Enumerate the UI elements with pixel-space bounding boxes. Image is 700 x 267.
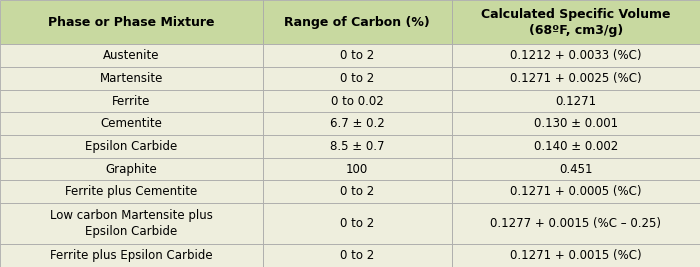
Bar (0, 67, 262, 90)
Text: 0.1271 + 0.0005 (%C): 0.1271 + 0.0005 (%C) (510, 185, 641, 198)
Text: 0.1277 + 0.0015 (%C – 0.25): 0.1277 + 0.0015 (%C – 0.25) (490, 217, 662, 230)
Text: 0 to 2: 0 to 2 (340, 185, 374, 198)
Bar (0, 158, 262, 180)
Text: Epsilon Carbide: Epsilon Carbide (85, 140, 177, 153)
Bar (262, 44, 452, 67)
Text: 0 to 0.02: 0 to 0.02 (330, 95, 384, 108)
Text: 0 to 2: 0 to 2 (340, 217, 374, 230)
Text: 0.1271 + 0.0015 (%C): 0.1271 + 0.0015 (%C) (510, 249, 642, 262)
Text: 0 to 2: 0 to 2 (340, 72, 374, 85)
Bar (452, 158, 700, 180)
Bar (262, 135, 452, 158)
Text: 0.1271 + 0.0025 (%C): 0.1271 + 0.0025 (%C) (510, 72, 642, 85)
Text: 0.130 ± 0.001: 0.130 ± 0.001 (533, 117, 618, 130)
Text: Ferrite: Ferrite (112, 95, 150, 108)
Bar (452, 112, 700, 135)
Text: Ferrite plus Cementite: Ferrite plus Cementite (65, 185, 197, 198)
Bar (0, 90, 262, 112)
Text: Graphite: Graphite (106, 163, 157, 176)
Bar (452, 67, 700, 90)
Text: Cementite: Cementite (100, 117, 162, 130)
Text: Calculated Specific Volume
(68ºF, cm3/g): Calculated Specific Volume (68ºF, cm3/g) (481, 8, 671, 37)
Text: 0 to 2: 0 to 2 (340, 49, 374, 62)
Bar (452, 90, 700, 112)
Bar (262, 244, 452, 267)
Text: 100: 100 (346, 163, 368, 176)
Bar (452, 44, 700, 67)
Bar (452, 0, 700, 44)
Text: 0.1271: 0.1271 (555, 95, 596, 108)
Text: Austenite: Austenite (103, 49, 160, 62)
Bar (262, 158, 452, 180)
Bar (452, 244, 700, 267)
Bar (0, 244, 262, 267)
Bar (0, 203, 262, 244)
Bar (262, 90, 452, 112)
Text: 8.5 ± 0.7: 8.5 ± 0.7 (330, 140, 384, 153)
Text: 0.451: 0.451 (559, 163, 592, 176)
Bar (262, 203, 452, 244)
Text: Phase or Phase Mixture: Phase or Phase Mixture (48, 16, 214, 29)
Bar (0, 0, 262, 44)
Bar (0, 44, 262, 67)
Bar (262, 180, 452, 203)
Text: 0.1212 + 0.0033 (%C): 0.1212 + 0.0033 (%C) (510, 49, 641, 62)
Text: 0 to 2: 0 to 2 (340, 249, 374, 262)
Bar (452, 135, 700, 158)
Text: Range of Carbon (%): Range of Carbon (%) (284, 16, 430, 29)
Bar (262, 112, 452, 135)
Bar (452, 203, 700, 244)
Text: Low carbon Martensite plus
Epsilon Carbide: Low carbon Martensite plus Epsilon Carbi… (50, 209, 213, 238)
Text: 0.140 ± 0.002: 0.140 ± 0.002 (533, 140, 618, 153)
Bar (0, 135, 262, 158)
Bar (0, 112, 262, 135)
Text: Ferrite plus Epsilon Carbide: Ferrite plus Epsilon Carbide (50, 249, 213, 262)
Text: Martensite: Martensite (99, 72, 163, 85)
Bar (0, 180, 262, 203)
Bar (262, 0, 452, 44)
Bar (262, 67, 452, 90)
Text: 6.7 ± 0.2: 6.7 ± 0.2 (330, 117, 384, 130)
Bar (452, 180, 700, 203)
